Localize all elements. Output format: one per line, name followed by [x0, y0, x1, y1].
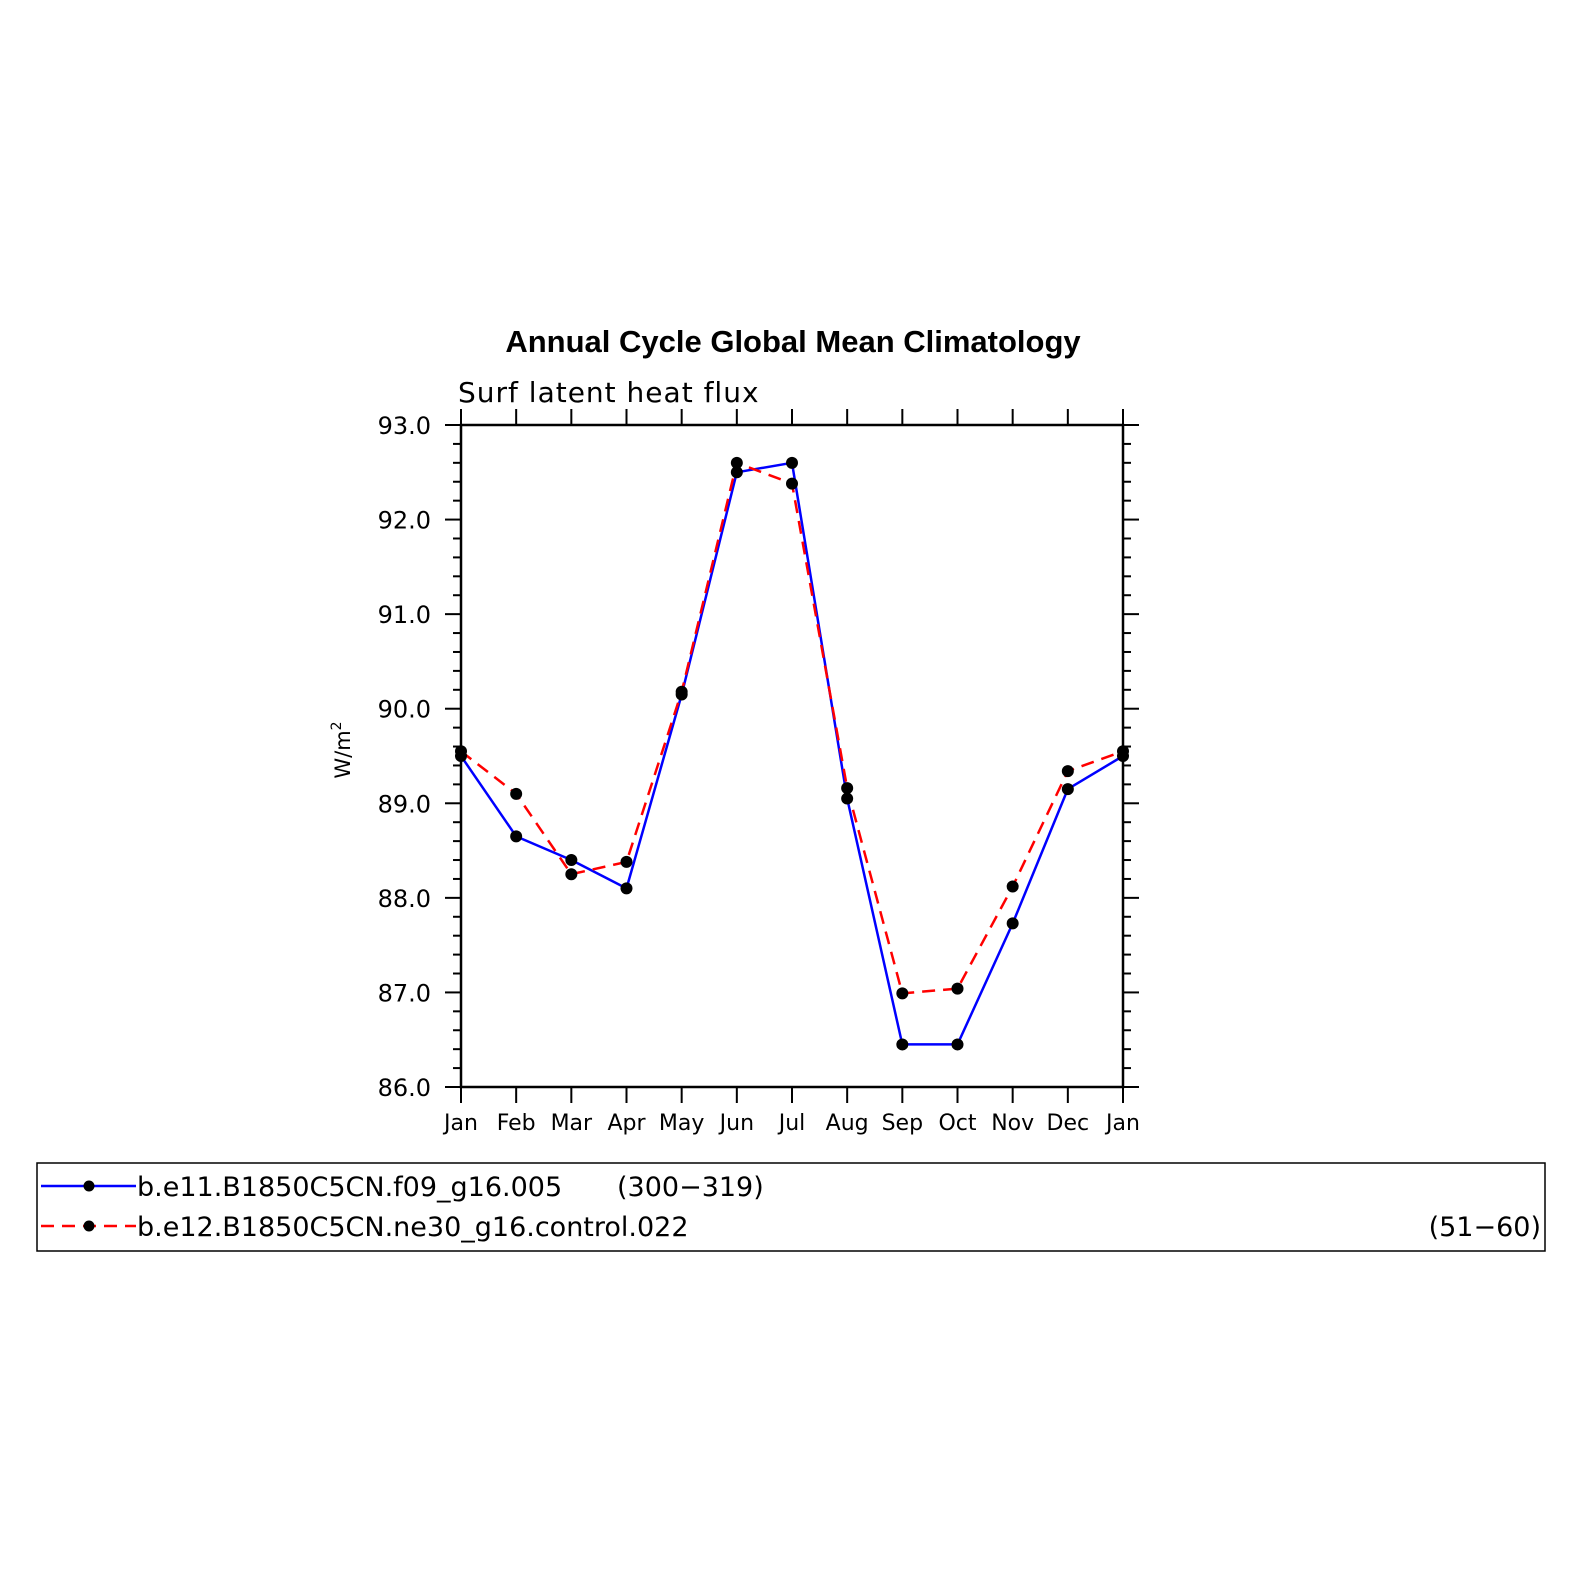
- data-point: [620, 882, 633, 895]
- y-axis-label: W/m2: [329, 721, 355, 778]
- data-point: [730, 466, 743, 479]
- data-point: [1006, 880, 1019, 893]
- series-markers-2: [455, 456, 1129, 1000]
- data-point: [896, 1038, 909, 1051]
- x-tick-label: Apr: [607, 1111, 646, 1136]
- legend-label-1: b.e11.B1850C5CN.f09_g16.005: [137, 1172, 562, 1203]
- data-point: [1061, 765, 1074, 778]
- svg-text:W/m2: W/m2: [329, 721, 355, 778]
- x-tick-label: Sep: [882, 1111, 923, 1136]
- plot-frame: [459, 423, 1125, 1089]
- series-line-2: [460, 461, 1124, 995]
- y-tick-label: 90.0: [378, 696, 431, 724]
- data-point: [565, 854, 578, 867]
- y-axis-label-text: W/m: [331, 730, 355, 778]
- plot-axes: 86.0 87.0 88.0 89.0 90.0 91.0 92.0 93.0 Jan Feb Ma…: [378, 409, 1140, 1136]
- y-tick-label: 93.0: [378, 412, 431, 440]
- y-tick-label: 86.0: [378, 1074, 431, 1102]
- data-point: [786, 456, 798, 469]
- chart-title: Annual Cycle Global Mean Climatology: [505, 324, 1081, 359]
- series-layer: [455, 456, 1129, 1051]
- y-tick-label: 88.0: [378, 885, 431, 913]
- y-tick-label: 92.0: [378, 507, 431, 535]
- data-point: [951, 982, 964, 995]
- legend: b.e11.B1850C5CN.f09_g16.005 (300−319) b.…: [36, 1162, 1546, 1252]
- x-tick-label: Jul: [777, 1111, 806, 1136]
- series-2: [460, 461, 1124, 995]
- data-point: [510, 787, 523, 800]
- legend-years-2: (51−60): [1429, 1212, 1541, 1243]
- x-tick-label: Dec: [1047, 1111, 1090, 1136]
- data-point: [675, 685, 688, 698]
- x-tick-label: Nov: [991, 1111, 1034, 1136]
- data-point: [730, 456, 743, 469]
- data-point: [841, 782, 854, 795]
- series-line-1: [459, 461, 1124, 1046]
- y-tick-label: 91.0: [378, 601, 431, 629]
- series-markers-1: [455, 456, 1129, 1051]
- data-point: [455, 745, 467, 758]
- y-axis-label-superscript: 2: [329, 721, 345, 730]
- legend-box: [36, 1162, 1546, 1252]
- data-point: [896, 987, 909, 1000]
- data-point: [1006, 917, 1019, 930]
- x-tick-label: May: [659, 1111, 704, 1136]
- data-point: [951, 1038, 964, 1051]
- legend-marker-1: [83, 1180, 95, 1192]
- data-point: [620, 855, 633, 868]
- x-tick-label: Jun: [718, 1111, 754, 1136]
- data-point: [786, 477, 798, 490]
- data-point: [1117, 745, 1129, 758]
- y-tick-label: 87.0: [378, 979, 431, 1007]
- y-tick-label: 89.0: [378, 790, 431, 818]
- chart-subtitle: Surf latent heat flux: [458, 376, 760, 409]
- x-tick-label: Oct: [938, 1111, 976, 1136]
- x-tick-label: Jan: [442, 1111, 478, 1136]
- legend-entry-2: b.e12.B1850C5CN.ne30_g16.control.022 (51…: [41, 1212, 1541, 1243]
- legend-years-1: (300−319): [617, 1172, 764, 1203]
- legend-entry-1: b.e11.B1850C5CN.f09_g16.005 (300−319): [41, 1172, 764, 1203]
- data-point: [565, 868, 578, 881]
- data-point: [1061, 783, 1074, 796]
- legend-label-2: b.e12.B1850C5CN.ne30_g16.control.022: [137, 1212, 689, 1243]
- x-tick-label: Aug: [826, 1111, 869, 1136]
- x-tick-label: Jan: [1104, 1111, 1140, 1136]
- data-point: [510, 830, 523, 843]
- x-tick-label: Feb: [497, 1111, 536, 1136]
- data-point: [841, 792, 854, 805]
- x-tick-label: Mar: [551, 1111, 593, 1136]
- legend-marker-2: [83, 1220, 95, 1232]
- series-1: [459, 461, 1124, 1046]
